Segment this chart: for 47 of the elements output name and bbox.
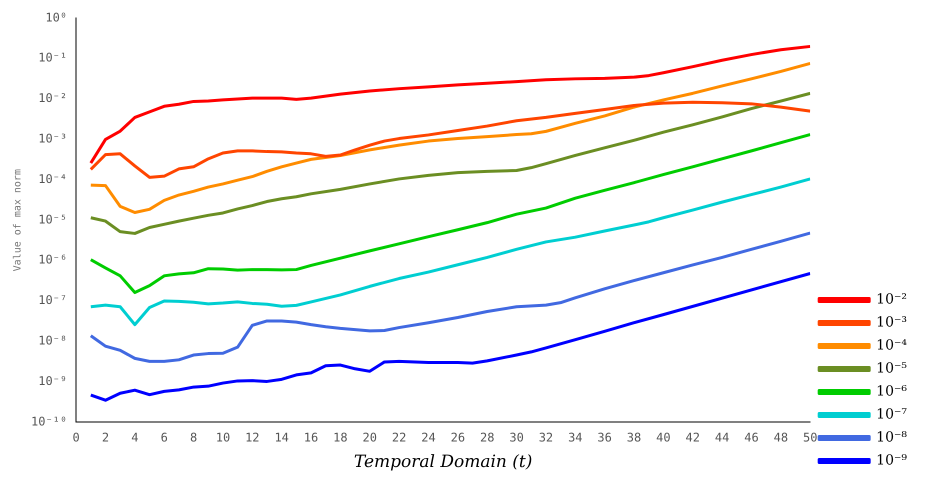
y-tick-label: 10⁻¹⁰ xyxy=(31,414,68,428)
x-axis-title: Temporal Domain (t) xyxy=(354,452,532,472)
legend-label: 10⁻⁶ xyxy=(876,384,908,400)
x-tick-label: 44 xyxy=(714,430,730,445)
y-tick-label: 10⁻⁴ xyxy=(38,172,68,186)
legend-label: 10⁻³ xyxy=(876,314,908,331)
x-tick-label: 34 xyxy=(568,430,583,445)
x-tick-label: 4 xyxy=(131,430,138,445)
y-axis-title: Value of max norm xyxy=(12,169,24,272)
x-tick-label: 12 xyxy=(245,430,260,445)
x-tick-label: 22 xyxy=(392,430,406,445)
x-tick-label: 16 xyxy=(304,430,318,445)
legend-label: 10⁻⁵ xyxy=(876,360,908,377)
x-tick-label: 18 xyxy=(333,430,348,445)
x-tick-label: 10 xyxy=(216,430,230,445)
x-tick-label: 0 xyxy=(72,430,80,445)
y-tick-label: 10⁻¹ xyxy=(38,50,68,65)
x-tick-label: 36 xyxy=(597,430,612,445)
legend-label: 10⁻⁴ xyxy=(876,338,908,354)
y-tick-label: 10⁻⁸ xyxy=(38,334,68,348)
legend-label: 10⁻² xyxy=(876,292,908,308)
y-tick-label: 10⁻³ xyxy=(38,132,68,146)
x-tick-label: 50 xyxy=(802,430,818,445)
x-tick-label: 14 xyxy=(274,430,289,445)
x-tick-label: 24 xyxy=(421,430,436,445)
x-tick-label: 6 xyxy=(160,430,168,445)
y-tick-label: 10⁻⁷ xyxy=(38,293,68,308)
y-tick-label: 10⁻⁶ xyxy=(38,252,68,267)
y-tick-label: 10⁻⁹ xyxy=(38,374,68,388)
x-tick-label: 28 xyxy=(480,430,494,445)
legend-label: 10⁻⁹ xyxy=(876,452,908,469)
x-tick-label: 38 xyxy=(626,430,642,445)
x-tick-label: 20 xyxy=(362,430,377,445)
x-tick-label: 48 xyxy=(774,430,788,445)
x-tick-label: 8 xyxy=(190,430,198,445)
y-tick-label: 10⁰ xyxy=(45,10,68,24)
x-tick-label: 32 xyxy=(538,430,554,445)
x-tick-label: 40 xyxy=(656,430,671,445)
x-tick-label: 42 xyxy=(686,430,700,445)
x-tick-label: 30 xyxy=(509,430,524,445)
x-tick-label: 2 xyxy=(102,430,110,445)
x-tick-label: 26 xyxy=(450,430,466,445)
legend-label: 10⁻⁸ xyxy=(876,430,908,446)
y-tick-label: 10⁻² xyxy=(38,91,68,106)
legend-label: 10⁻⁷ xyxy=(876,406,908,423)
y-tick-label: 10⁻⁵ xyxy=(38,212,68,226)
x-tick-label: 46 xyxy=(744,430,759,445)
